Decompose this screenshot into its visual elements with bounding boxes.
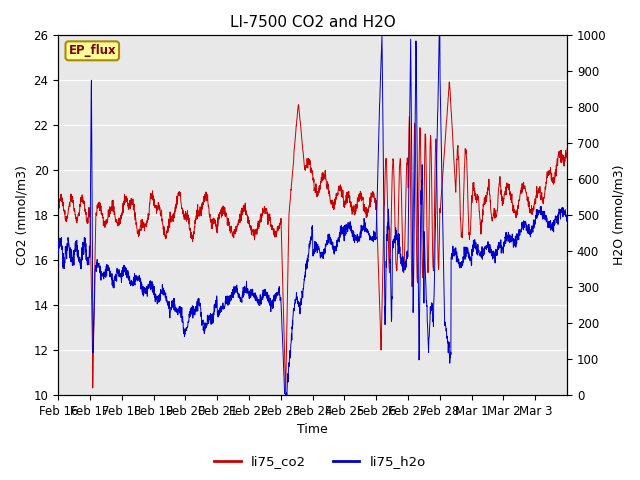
Y-axis label: CO2 (mmol/m3): CO2 (mmol/m3): [15, 165, 28, 265]
Y-axis label: H2O (mmol/m3): H2O (mmol/m3): [612, 165, 625, 265]
Legend: li75_co2, li75_h2o: li75_co2, li75_h2o: [209, 450, 431, 473]
Text: EP_flux: EP_flux: [68, 44, 116, 57]
X-axis label: Time: Time: [298, 423, 328, 436]
Title: LI-7500 CO2 and H2O: LI-7500 CO2 and H2O: [230, 15, 396, 30]
